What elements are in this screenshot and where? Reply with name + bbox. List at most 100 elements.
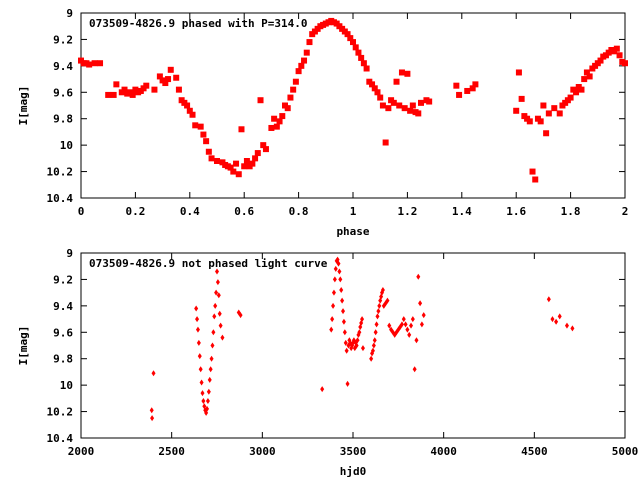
y-tick-label: 9.2 — [53, 33, 73, 46]
data-point — [355, 49, 362, 56]
data-point — [273, 123, 280, 130]
data-point — [184, 102, 191, 109]
data-point — [399, 321, 404, 328]
data-point — [216, 292, 221, 299]
data-point — [369, 355, 374, 362]
x-tick-label: 1.4 — [452, 205, 472, 218]
y-tick-label: 9.4 — [53, 300, 73, 313]
y-tick-label: 10 — [60, 139, 73, 152]
data-point — [186, 107, 193, 114]
data-point — [407, 107, 414, 114]
data-point — [215, 268, 219, 275]
data-point — [529, 168, 536, 175]
data-point — [345, 380, 350, 387]
data-point — [374, 321, 379, 328]
data-point — [218, 322, 223, 329]
data-point — [344, 347, 349, 354]
data-point — [205, 148, 212, 155]
data-point — [149, 407, 154, 414]
unphased-light-curve-panel: 2000 2500 3000 3500 4000 4500 5000 9 9.2 9.4 9.6 9.… — [17, 247, 638, 478]
data-point — [416, 273, 421, 280]
data-point — [414, 337, 419, 344]
phased-light-curve-panel: 0 0.2 0.4 0.6 0.8 1 1.2 1.4 1.6 1.8 2 9 9.2 9.4 9.6 9.8… — [17, 7, 628, 238]
data-point — [407, 331, 412, 338]
data-point — [200, 390, 205, 397]
data-point — [197, 353, 202, 360]
data-point — [342, 329, 347, 336]
data-point — [189, 111, 196, 118]
data-point — [404, 70, 411, 77]
data-point — [545, 110, 552, 117]
data-point — [243, 158, 250, 164]
data-point — [284, 105, 291, 112]
data-point — [419, 321, 424, 328]
data-point — [206, 388, 211, 395]
data-point — [290, 86, 297, 93]
x-tick-label: 0.6 — [234, 205, 254, 218]
data-point — [526, 118, 533, 125]
data-point — [550, 316, 555, 323]
x-tick-label: 2000 — [68, 445, 95, 458]
data-point — [208, 155, 215, 162]
data-point — [238, 312, 243, 319]
phased-y-axis-label: I[mag] — [17, 86, 30, 126]
data-point — [360, 60, 367, 67]
data-point — [203, 138, 210, 145]
x-tick-label: 1.6 — [506, 205, 526, 218]
data-point — [363, 65, 370, 72]
data-point — [210, 342, 215, 349]
data-point — [320, 386, 325, 393]
data-point — [241, 163, 248, 170]
data-point — [194, 305, 199, 312]
data-point — [513, 107, 520, 114]
data-point — [195, 316, 200, 323]
data-point — [196, 339, 201, 346]
data-point — [336, 260, 341, 267]
data-point — [129, 91, 136, 98]
data-point — [401, 316, 406, 323]
data-point — [355, 337, 360, 344]
data-point — [192, 122, 199, 129]
data-point — [570, 325, 575, 332]
y-tick-label: 10.2 — [47, 406, 74, 419]
data-point — [350, 39, 356, 46]
data-point — [91, 60, 98, 67]
data-point — [453, 82, 460, 89]
data-point — [287, 94, 294, 101]
data-point — [254, 150, 261, 157]
data-point — [543, 130, 550, 137]
data-point — [469, 85, 476, 92]
x-tick-label: 2500 — [158, 445, 185, 458]
data-point — [339, 287, 344, 293]
data-point — [412, 366, 417, 373]
data-point — [227, 164, 234, 171]
y-tick-label: 9 — [66, 7, 73, 20]
data-point — [217, 310, 222, 317]
data-point — [212, 313, 217, 320]
x-tick-label: 4500 — [521, 445, 548, 458]
x-tick-label: 0.2 — [125, 205, 145, 218]
y-tick-label: 10.2 — [47, 166, 74, 179]
data-point — [173, 74, 180, 81]
data-point — [616, 52, 623, 59]
data-point — [197, 123, 204, 130]
data-point — [472, 81, 479, 88]
data-point — [211, 329, 216, 336]
data-point — [97, 60, 104, 67]
data-point — [373, 329, 378, 336]
data-point — [205, 405, 210, 412]
data-point — [238, 126, 245, 133]
data-point — [175, 86, 182, 93]
data-point — [546, 296, 551, 303]
x-tick-label: 3500 — [340, 445, 367, 458]
phased-data-points — [78, 17, 628, 183]
data-point — [303, 49, 310, 56]
data-point — [622, 60, 628, 67]
data-point — [165, 76, 172, 83]
data-point — [252, 155, 259, 162]
data-point — [564, 322, 569, 329]
data-point — [387, 322, 392, 329]
data-point — [143, 82, 150, 89]
data-point — [398, 69, 405, 76]
